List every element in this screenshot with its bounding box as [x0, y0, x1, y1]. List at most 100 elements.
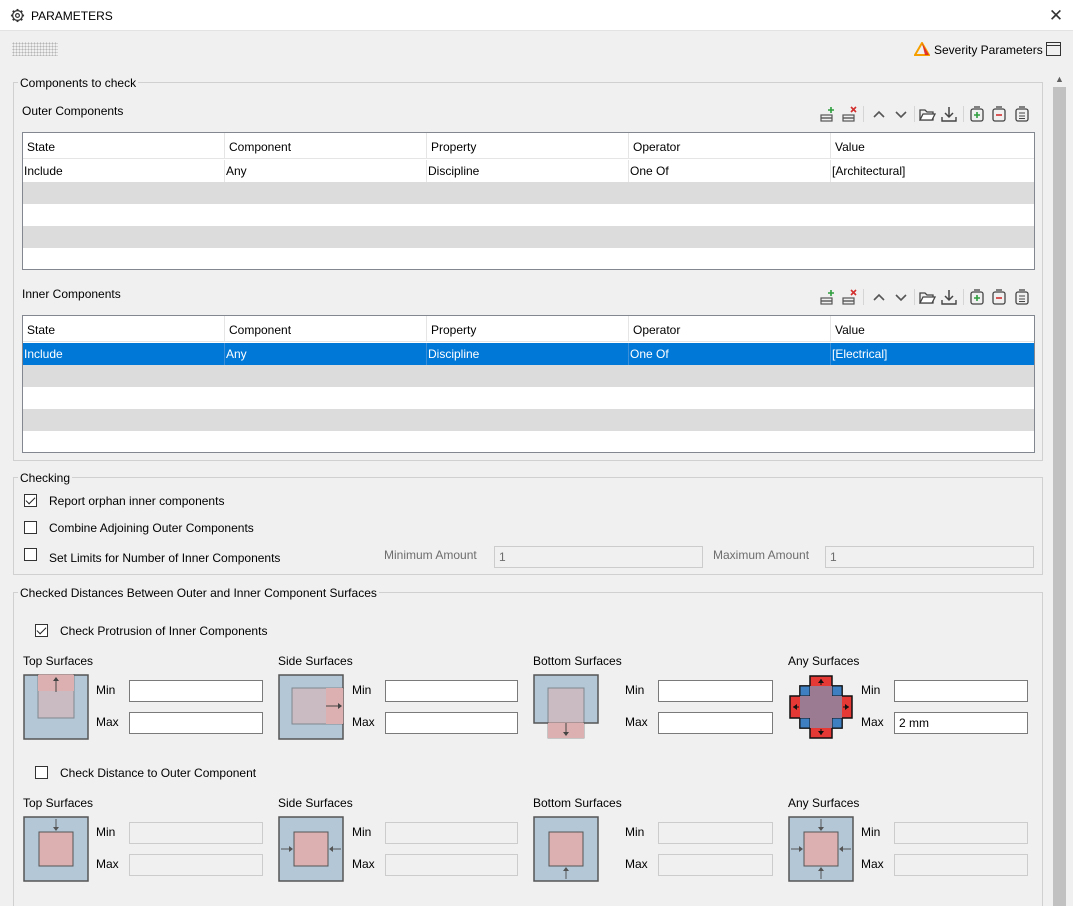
empty-row: [23, 182, 1034, 204]
scroll-up-icon[interactable]: ▲: [1055, 74, 1064, 84]
table-row-selected[interactable]: Include Any Discipline One Of [Electrica…: [23, 343, 1034, 365]
inner-toolbar: [818, 287, 1034, 307]
column-header-value[interactable]: Value: [831, 316, 1034, 342]
cell-operator[interactable]: One Of: [629, 343, 831, 365]
open-folder-icon[interactable]: [918, 288, 937, 306]
column-header-property[interactable]: Property: [427, 133, 629, 159]
side-max-label: Max: [352, 715, 375, 729]
top-max-input[interactable]: [129, 712, 263, 734]
combine-adjoining-label[interactable]: Combine Adjoining Outer Components: [49, 521, 254, 535]
table-header: State Component Property Operator Value: [23, 133, 1034, 159]
column-header-component[interactable]: Component: [225, 133, 427, 159]
remove-group-icon[interactable]: [990, 288, 1008, 306]
any-max-input[interactable]: 2 mm: [894, 712, 1028, 734]
table-row[interactable]: Include Any Discipline One Of [Architect…: [23, 160, 1034, 182]
gear-icon: [10, 8, 25, 23]
close-icon[interactable]: ✕: [1048, 6, 1064, 25]
top-min-label: Min: [96, 683, 116, 697]
top-surfaces-title: Top Surfaces: [23, 796, 94, 810]
download-icon[interactable]: [940, 288, 958, 306]
side-max-input[interactable]: [385, 854, 518, 876]
check-protrusion-label[interactable]: Check Protrusion of Inner Components: [60, 624, 268, 638]
column-header-state[interactable]: State: [23, 133, 225, 159]
side-min-input[interactable]: [385, 680, 518, 702]
any-min-input[interactable]: [894, 680, 1028, 702]
cell-operator[interactable]: One Of: [629, 160, 831, 182]
move-down-icon[interactable]: [892, 105, 910, 123]
top-surfaces-diagram-icon: [23, 674, 89, 740]
top-max-input[interactable]: [129, 854, 263, 876]
check-distance-checkbox[interactable]: [35, 766, 48, 779]
check-distance-label[interactable]: Check Distance to Outer Component: [60, 766, 257, 780]
remove-group-icon[interactable]: [990, 105, 1008, 123]
empty-row: [23, 248, 1034, 269]
clipboard-icon[interactable]: [1013, 105, 1031, 123]
combine-adjoining-checkbox[interactable]: [24, 521, 37, 534]
bottom-max-input[interactable]: [658, 712, 773, 734]
drag-grip[interactable]: [12, 42, 58, 56]
remove-row-icon[interactable]: [840, 105, 858, 123]
cell-value[interactable]: [Architectural]: [831, 160, 1034, 182]
empty-row: [23, 204, 1034, 226]
cell-component[interactable]: Any: [225, 343, 427, 365]
any-min-input[interactable]: [894, 822, 1028, 844]
bottom-max-label: Max: [625, 857, 648, 871]
top-min-input[interactable]: [129, 680, 263, 702]
remove-row-icon[interactable]: [840, 288, 858, 306]
cell-value[interactable]: [Electrical]: [831, 343, 1034, 365]
check-protrusion-checkbox[interactable]: [35, 624, 48, 637]
table-header: State Component Property Operator Value: [23, 316, 1034, 342]
bottom-min-label: Min: [625, 825, 645, 839]
toolbar-separator: [963, 289, 964, 305]
bottom-min-input[interactable]: [658, 822, 773, 844]
clipboard-icon[interactable]: [1013, 288, 1031, 306]
open-folder-icon[interactable]: [918, 105, 937, 123]
scrollbar-thumb[interactable]: [1053, 87, 1066, 906]
set-limits-label[interactable]: Set Limits for Number of Inner Component…: [49, 551, 281, 565]
column-header-state[interactable]: State: [23, 316, 225, 342]
inner-components-table[interactable]: State Component Property Operator Value …: [22, 315, 1035, 453]
column-header-operator[interactable]: Operator: [629, 316, 831, 342]
column-header-property[interactable]: Property: [427, 316, 629, 342]
cell-state[interactable]: Include: [23, 160, 225, 182]
top-min-input[interactable]: [129, 822, 263, 844]
move-up-icon[interactable]: [870, 105, 888, 123]
cell-property[interactable]: Discipline: [427, 343, 629, 365]
outer-components-table[interactable]: State Component Property Operator Value …: [22, 132, 1035, 270]
maximum-amount-input[interactable]: 1: [825, 546, 1034, 568]
bottom-surfaces-title: Bottom Surfaces: [533, 796, 622, 810]
add-group-icon[interactable]: [968, 288, 986, 306]
add-group-icon[interactable]: [968, 105, 986, 123]
bottom-min-input[interactable]: [658, 680, 773, 702]
column-header-component[interactable]: Component: [225, 316, 427, 342]
side-surfaces-title: Side Surfaces: [278, 654, 353, 668]
column-header-operator[interactable]: Operator: [629, 133, 831, 159]
side-max-input[interactable]: [385, 712, 518, 734]
any-max-label: Max: [861, 857, 884, 871]
bottom-surfaces-diagram-icon: [533, 816, 599, 882]
move-up-icon[interactable]: [870, 288, 888, 306]
cell-property[interactable]: Discipline: [427, 160, 629, 182]
side-min-label: Min: [352, 683, 372, 697]
column-header-value[interactable]: Value: [831, 133, 1034, 159]
top-max-label: Max: [96, 715, 119, 729]
empty-row: [23, 431, 1034, 452]
side-min-input[interactable]: [385, 822, 518, 844]
severity-parameters-link[interactable]: Severity Parameters: [934, 43, 1043, 57]
add-row-icon[interactable]: [818, 288, 836, 306]
minimum-amount-input[interactable]: 1: [494, 546, 703, 568]
cell-state[interactable]: Include: [23, 343, 225, 365]
add-row-icon[interactable]: [818, 105, 836, 123]
bottom-surfaces-diagram-icon: [533, 674, 599, 739]
report-orphan-checkbox[interactable]: [24, 494, 37, 507]
cell-component[interactable]: Any: [225, 160, 427, 182]
empty-row: [23, 409, 1034, 431]
window-toggle-icon[interactable]: [1046, 42, 1061, 56]
any-max-input[interactable]: [894, 854, 1028, 876]
title-bar: [0, 0, 1073, 31]
report-orphan-label[interactable]: Report orphan inner components: [49, 494, 225, 508]
set-limits-checkbox[interactable]: [24, 548, 37, 561]
bottom-max-input[interactable]: [658, 854, 773, 876]
download-icon[interactable]: [940, 105, 958, 123]
move-down-icon[interactable]: [892, 288, 910, 306]
